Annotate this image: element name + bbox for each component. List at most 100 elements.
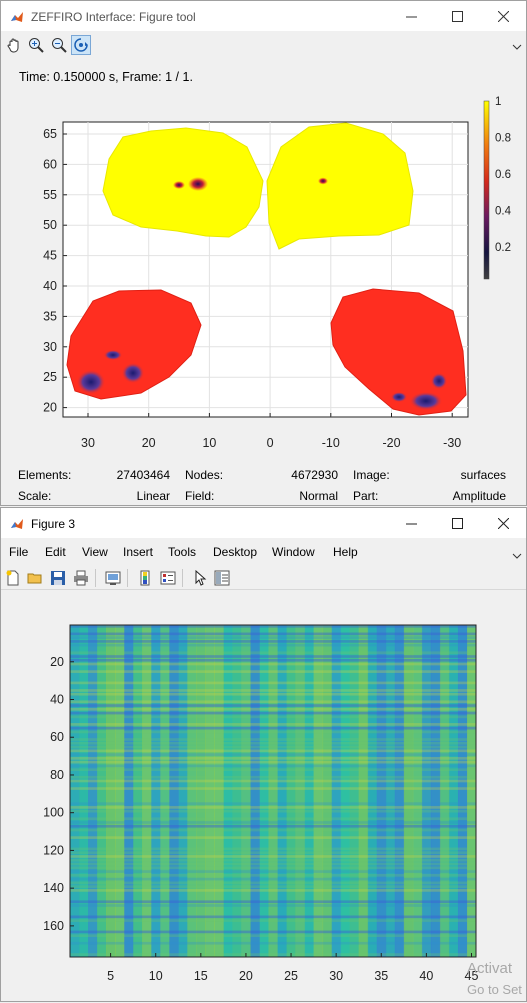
link-plot-button[interactable] bbox=[103, 568, 123, 588]
colorbar-tick-label: 0.6 bbox=[495, 169, 511, 181]
heatmap-row-band bbox=[70, 764, 476, 768]
property-inspector-button[interactable] bbox=[212, 568, 232, 588]
zoom-out-button[interactable] bbox=[49, 35, 69, 55]
heatmap-row-band bbox=[70, 753, 476, 756]
pan-button[interactable] bbox=[4, 35, 24, 55]
title-bar[interactable]: ZEFFIRO Interface: Figure tool bbox=[1, 1, 526, 31]
menu-edit[interactable]: Edit bbox=[45, 545, 66, 559]
y-tick-label: 25 bbox=[43, 370, 57, 384]
y-tick-label: 140 bbox=[43, 881, 64, 895]
y-tick-label: 60 bbox=[43, 157, 57, 171]
property-inspector-icon bbox=[214, 570, 230, 586]
zoom-in-button[interactable] bbox=[26, 35, 46, 55]
x-tick-label: 30 bbox=[329, 969, 343, 983]
heatmap-row-band bbox=[70, 836, 476, 839]
heatmap-row-band bbox=[70, 900, 476, 904]
menu-tools[interactable]: Tools bbox=[168, 545, 197, 559]
save-icon bbox=[51, 571, 65, 585]
y-tick-label: 80 bbox=[50, 768, 64, 782]
heatmap-column bbox=[151, 625, 161, 957]
legend-button[interactable] bbox=[158, 568, 178, 588]
heatmap-row-band bbox=[70, 787, 476, 790]
menu-help[interactable]: Help bbox=[333, 545, 358, 559]
brain-surface-plot[interactable]: 65 60 55 50 45 40 35 30 25 20 30 20 10 0 -10 -20 -30 1 0… bbox=[1, 89, 527, 459]
heatmap-row-band bbox=[70, 757, 476, 760]
close-button[interactable] bbox=[480, 510, 526, 536]
elements-label: Elements: bbox=[18, 468, 72, 482]
menu-overflow-icon[interactable] bbox=[512, 550, 522, 560]
maximize-button[interactable] bbox=[434, 510, 480, 536]
heatmap-row-band bbox=[70, 779, 476, 783]
heatmap-row-band bbox=[70, 877, 476, 881]
y-tick-label: 120 bbox=[43, 843, 64, 857]
rotate-3d-button[interactable] bbox=[71, 35, 91, 55]
heatmap-row-band bbox=[70, 866, 476, 870]
open-button[interactable] bbox=[25, 568, 45, 588]
print-button[interactable] bbox=[71, 568, 91, 588]
x-tick-label: -20 bbox=[382, 436, 400, 450]
close-button[interactable] bbox=[480, 3, 526, 29]
activation-spot bbox=[122, 363, 144, 383]
heatmap-row-band bbox=[70, 711, 476, 715]
new-figure-button[interactable] bbox=[3, 568, 23, 588]
colorbar-button[interactable] bbox=[135, 568, 155, 588]
title-bar[interactable]: Figure 3 bbox=[1, 508, 526, 538]
pointer-button[interactable] bbox=[190, 568, 210, 588]
heatmap-row-band bbox=[70, 749, 476, 753]
activation-watermark-sub: Go to Set bbox=[467, 982, 522, 997]
activation-spot bbox=[188, 177, 208, 191]
menu-window[interactable]: Window bbox=[272, 545, 315, 559]
pointer-icon bbox=[195, 570, 207, 586]
heatmap-column bbox=[448, 625, 459, 957]
x-tick-label: 45 bbox=[465, 969, 479, 983]
toolbar-separator bbox=[182, 569, 183, 587]
colorbar-tick-label: 0.4 bbox=[495, 206, 512, 218]
heatmap-column bbox=[250, 625, 260, 957]
new-figure-icon bbox=[6, 570, 19, 586]
minimize-button[interactable] bbox=[388, 3, 434, 29]
scale-value: Linear bbox=[136, 489, 170, 503]
heatmap-row-band bbox=[70, 658, 476, 662]
heatmap-row-band bbox=[70, 723, 476, 726]
heatmap-column bbox=[178, 625, 188, 957]
figure-3-window: Figure 3 File Edit View Insert Tools Des… bbox=[0, 507, 527, 1002]
heatmap-column bbox=[70, 625, 80, 957]
menu-file[interactable]: File bbox=[9, 545, 29, 559]
x-tick-label: 35 bbox=[374, 969, 388, 983]
save-button[interactable] bbox=[48, 568, 68, 588]
maximize-button[interactable] bbox=[434, 3, 480, 29]
image-value: surfaces bbox=[460, 468, 506, 482]
heatmap-row-band bbox=[70, 821, 476, 824]
y-tick-label: 20 bbox=[43, 401, 57, 415]
heatmap-row-band bbox=[70, 809, 476, 813]
heatmap-column bbox=[376, 625, 387, 957]
heatmap-column bbox=[259, 625, 269, 957]
heatmap-column bbox=[223, 625, 233, 957]
toolbar-overflow-icon[interactable] bbox=[512, 41, 522, 51]
menu-view[interactable]: View bbox=[82, 545, 108, 559]
x-tick-label: 0 bbox=[267, 436, 274, 450]
heatmap-column bbox=[115, 625, 125, 957]
heatmap-row-band bbox=[70, 708, 476, 711]
heatmap-plot[interactable]: 20 40 60 80 100 120 140 160 5 10 15 20 25 30 35 40 45 bbox=[1, 592, 527, 1003]
colorbar-icon bbox=[140, 570, 150, 586]
activation-watermark: Activat bbox=[467, 960, 513, 977]
heatmap-column bbox=[79, 625, 89, 957]
heatmap-column bbox=[169, 625, 179, 957]
heatmap-column bbox=[457, 625, 468, 957]
colorbar-tick-label: 0.2 bbox=[495, 242, 511, 254]
left-hemisphere-side-surface bbox=[66, 289, 202, 400]
menu-insert[interactable]: Insert bbox=[123, 545, 154, 559]
y-tick-label: 40 bbox=[50, 693, 64, 707]
figure-toolbar bbox=[1, 566, 526, 590]
heatmap-row-band bbox=[70, 662, 476, 666]
x-tick-label: 15 bbox=[194, 969, 208, 983]
minimize-button[interactable] bbox=[388, 510, 434, 536]
heatmap-row-band bbox=[70, 730, 476, 734]
field-value: Normal bbox=[299, 489, 338, 503]
heatmap-column bbox=[232, 625, 242, 957]
colorbar-tick-label: 0.8 bbox=[495, 133, 511, 145]
heatmap-row-band bbox=[70, 760, 476, 764]
heatmap-column bbox=[142, 625, 152, 957]
menu-desktop[interactable]: Desktop bbox=[213, 545, 258, 559]
